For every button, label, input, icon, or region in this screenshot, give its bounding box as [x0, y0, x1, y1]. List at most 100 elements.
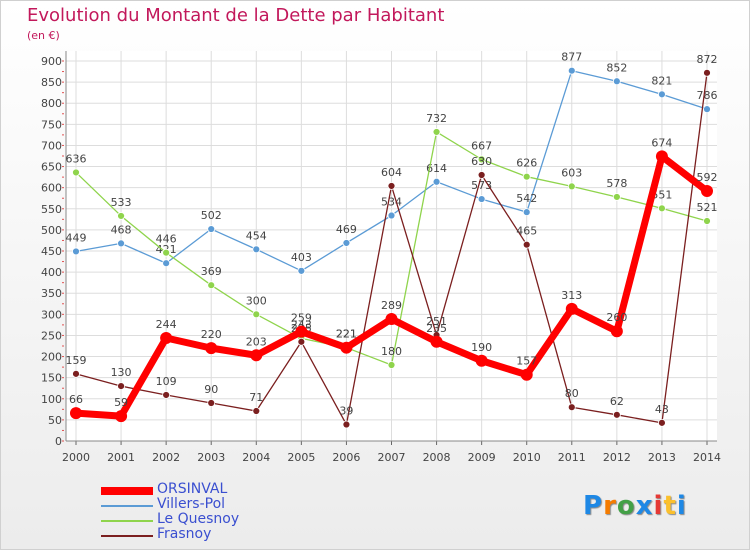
data-label: 534 — [381, 196, 402, 209]
data-point — [160, 331, 173, 344]
data-point — [477, 155, 486, 164]
chart-title: Evolution du Montant de la Dette par Hab… — [27, 5, 445, 26]
data-label: 403 — [291, 251, 312, 264]
legend-swatch — [101, 520, 153, 522]
data-point — [207, 399, 216, 407]
data-point — [72, 168, 80, 177]
data-point — [567, 403, 576, 412]
y-tick-label: 800 — [41, 97, 62, 110]
data-label: 180 — [381, 345, 402, 358]
data-point — [567, 66, 576, 75]
data-point — [385, 312, 398, 325]
data-label: 502 — [201, 209, 222, 222]
data-point — [162, 259, 171, 268]
y-tick-label: 100 — [41, 393, 62, 406]
data-label: 468 — [111, 223, 132, 236]
data-label: 221 — [336, 328, 357, 341]
data-label: 159 — [66, 354, 87, 367]
data-point — [658, 90, 666, 99]
x-tick-label: 2003 — [197, 451, 225, 464]
data-label: 190 — [471, 341, 492, 354]
x-tick-label: 2006 — [332, 451, 360, 464]
data-point — [432, 128, 441, 136]
data-label: 446 — [156, 233, 177, 246]
y-tick-label: 550 — [41, 203, 62, 216]
data-label: 604 — [381, 166, 402, 179]
y-tick-label: 350 — [41, 287, 62, 300]
data-label: 674 — [651, 136, 672, 149]
data-label: 157 — [516, 355, 537, 368]
y-tick-label: 450 — [41, 245, 62, 258]
x-tick-label: 2000 — [62, 451, 90, 464]
data-point — [477, 171, 486, 179]
data-label: 369 — [201, 265, 222, 278]
data-point — [567, 182, 576, 191]
data-point — [342, 420, 351, 429]
data-label: 300 — [246, 294, 267, 307]
y-tick-label: 400 — [41, 266, 62, 279]
data-label: 90 — [204, 383, 218, 396]
data-point — [430, 335, 443, 348]
data-label: 614 — [426, 162, 447, 175]
data-point — [610, 325, 623, 338]
chart-subtitle: (en €) — [27, 29, 60, 42]
x-tick-label: 2012 — [603, 451, 631, 464]
data-point — [703, 68, 711, 77]
y-tick-label: 50 — [48, 414, 62, 427]
data-point — [297, 337, 306, 346]
legend-label: Villers-Pol — [157, 496, 226, 512]
data-point — [658, 204, 666, 213]
data-label: 66 — [69, 393, 83, 406]
data-label: 313 — [561, 289, 582, 302]
data-label: 533 — [111, 196, 132, 209]
y-tick-label: 600 — [41, 182, 62, 195]
data-point — [252, 407, 261, 415]
data-label: 454 — [246, 229, 267, 242]
x-tick-label: 2010 — [513, 451, 541, 464]
data-point — [387, 361, 396, 369]
data-point — [340, 341, 353, 354]
y-tick-label: 500 — [41, 224, 62, 237]
legend-label: ORSINVAL — [157, 481, 228, 497]
data-point — [250, 349, 263, 362]
data-label: 259 — [291, 312, 312, 325]
data-label: 43 — [655, 403, 669, 416]
y-tick-label: 200 — [41, 351, 62, 364]
data-point — [297, 266, 306, 275]
data-label: 636 — [66, 152, 87, 165]
data-point — [72, 247, 80, 256]
x-tick-label: 2002 — [152, 451, 180, 464]
data-label: 251 — [426, 315, 447, 328]
data-point — [115, 410, 128, 423]
data-point — [252, 245, 261, 254]
data-point — [387, 211, 396, 220]
data-point — [117, 382, 125, 391]
y-tick-label: 300 — [41, 308, 62, 321]
data-label: 630 — [471, 155, 492, 168]
data-label: 221 — [336, 328, 357, 341]
data-label: 80 — [565, 387, 579, 400]
data-label: 592 — [697, 171, 718, 184]
data-label: 732 — [426, 112, 447, 125]
data-label: 551 — [651, 188, 672, 201]
data-label: 786 — [697, 89, 718, 102]
data-label: 109 — [156, 375, 177, 388]
data-point — [520, 368, 533, 381]
data-label: 243 — [291, 318, 312, 331]
y-tick-label: 150 — [41, 372, 62, 385]
data-point — [387, 182, 396, 190]
data-point — [655, 150, 668, 163]
data-point — [72, 369, 80, 378]
data-point — [612, 193, 621, 201]
data-point — [565, 302, 578, 315]
legend-swatch — [101, 535, 153, 537]
data-point — [658, 418, 666, 427]
data-point — [612, 410, 621, 419]
legend-swatch — [101, 505, 153, 507]
x-tick-label: 2014 — [693, 451, 721, 464]
data-label: 449 — [66, 231, 87, 244]
x-tick-label: 2007 — [378, 451, 406, 464]
x-tick-label: 2009 — [468, 451, 496, 464]
y-tick-label: 250 — [41, 329, 62, 342]
data-label: 626 — [516, 157, 537, 170]
